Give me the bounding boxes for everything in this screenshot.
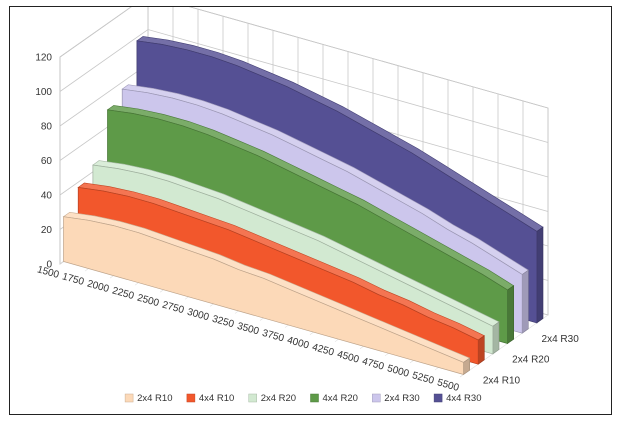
legend-swatch bbox=[186, 393, 196, 403]
x-tick-label: 1750 bbox=[61, 271, 86, 288]
series-end bbox=[536, 226, 544, 324]
y-tick-label: 120 bbox=[35, 53, 52, 64]
x-tick-label: 2500 bbox=[136, 292, 161, 309]
legend-item: 2x4 R20 bbox=[248, 393, 296, 404]
gridline-y bbox=[59, 0, 549, 109]
legend-swatch bbox=[310, 393, 319, 403]
legend-label: 4x4 R20 bbox=[323, 393, 358, 404]
legend-swatch bbox=[433, 393, 443, 403]
depth-tick-label: 2x4 R10 bbox=[483, 375, 521, 386]
y-tick-label: 20 bbox=[41, 225, 53, 236]
x-tick-label: 3250 bbox=[211, 314, 236, 331]
legend-label: 2x4 R20 bbox=[261, 393, 296, 404]
y-tick-label: 40 bbox=[41, 191, 53, 202]
depth-tick-label: 2x4 R30 bbox=[542, 334, 580, 345]
legend-swatch bbox=[248, 393, 257, 403]
legend-label: 4x4 R30 bbox=[446, 393, 481, 404]
legend-label: 2x4 R30 bbox=[384, 393, 419, 404]
x-tick-label: 3000 bbox=[186, 307, 211, 324]
legend-swatch bbox=[372, 393, 381, 403]
legend-label: 4x4 R10 bbox=[199, 393, 234, 404]
x-tick-label: 1500 bbox=[36, 264, 61, 281]
x-tick-label: 4000 bbox=[286, 335, 311, 352]
chart-frame: 0 20 40 60 80 100 120 1500 1750 2000 2250 2500 2750 3… bbox=[9, 0, 612, 415]
y-tick-label: 0 bbox=[46, 260, 52, 271]
series-end bbox=[521, 269, 529, 334]
y-tick-label: 60 bbox=[41, 156, 53, 167]
x-tick-label: 3500 bbox=[236, 321, 261, 338]
x-tick-label: 4250 bbox=[311, 342, 336, 359]
x-tick-label: 2750 bbox=[161, 300, 186, 317]
x-tick-label: 5250 bbox=[411, 370, 436, 387]
series-layer bbox=[62, 36, 544, 376]
legend-swatch bbox=[124, 393, 134, 403]
x-tick-label: 3750 bbox=[261, 328, 286, 345]
series-end bbox=[492, 321, 500, 355]
x-tick-label: 5500 bbox=[436, 377, 461, 394]
legend-item: 4x4 R20 bbox=[310, 393, 358, 404]
y-tick-label: 100 bbox=[35, 87, 52, 98]
legend-label: 2x4 R10 bbox=[137, 393, 172, 404]
x-tick-label: 4500 bbox=[336, 349, 361, 366]
y-tick-label: 80 bbox=[41, 122, 53, 133]
series-2x4-r10 bbox=[62, 211, 471, 376]
legend-item: 2x4 R30 bbox=[372, 393, 420, 404]
series-end bbox=[507, 285, 515, 345]
legend: 2x4 R10 4x4 R10 2x4 R20 4x4 R20 2x4 R30 4x4 R… bbox=[124, 393, 481, 404]
x-tick-label: 2000 bbox=[86, 278, 111, 295]
floor-line bbox=[459, 314, 549, 378]
depth-tick-label: 2x4 R20 bbox=[512, 355, 550, 366]
series-front bbox=[63, 216, 464, 375]
x-tick-label: 2250 bbox=[111, 285, 136, 302]
legend-item: 2x4 R10 bbox=[124, 393, 172, 404]
x-tick-label: 4750 bbox=[361, 356, 386, 373]
legend-item: 4x4 R10 bbox=[186, 393, 234, 404]
legend-item: 4x4 R30 bbox=[433, 393, 481, 404]
series-end bbox=[477, 335, 485, 365]
x-tick-label: 5000 bbox=[386, 363, 411, 380]
